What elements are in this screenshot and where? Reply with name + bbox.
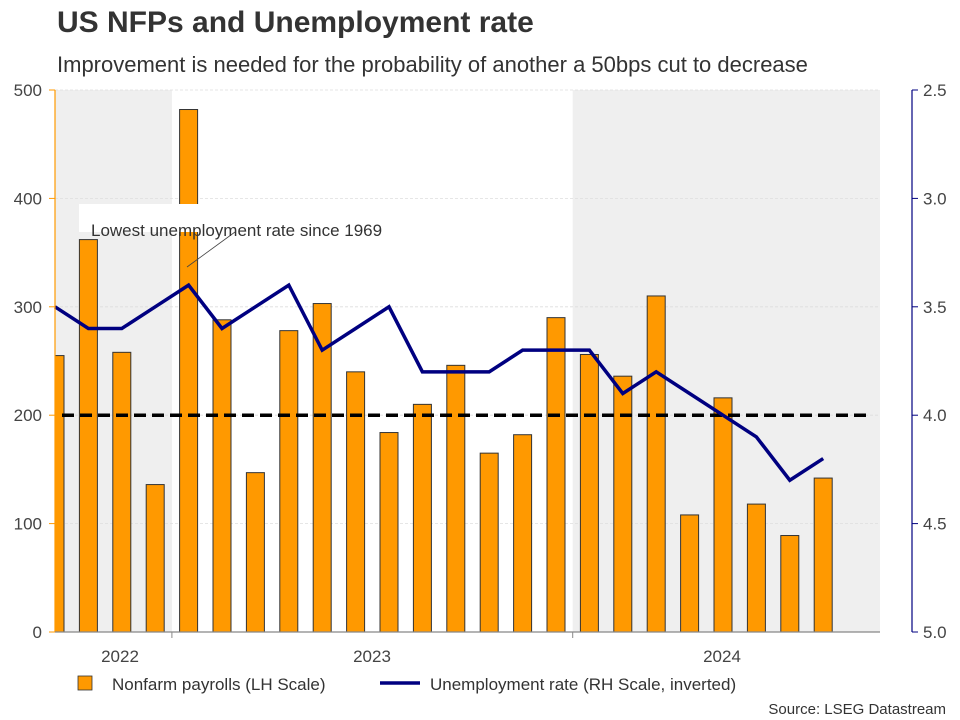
- bar-2024-03: [646, 295, 666, 632]
- bar-2023-11: [513, 434, 533, 632]
- x-tick-label: 2023: [353, 647, 391, 666]
- bar-2024-05: [713, 397, 733, 632]
- bar-2022-12: [145, 484, 165, 632]
- annotation-text: Lowest unemployment rate since 1969: [91, 221, 382, 240]
- legend-bar-swatch: [77, 675, 93, 691]
- legend-nfp-label: Nonfarm payrolls (LH Scale): [112, 675, 326, 694]
- chart-subtitle: Improvement is needed for the probabilit…: [57, 52, 808, 77]
- bar-2024-01: [579, 353, 599, 632]
- bar-2023-01: [179, 109, 199, 632]
- left-tick-label: 500: [14, 81, 42, 100]
- bar-2023-09: [446, 364, 466, 632]
- bar-2023-08: [412, 403, 432, 632]
- left-tick-label: 100: [14, 515, 42, 534]
- source-note: Source: LSEG Datastream: [768, 701, 946, 718]
- bar-2022-10: [78, 239, 98, 632]
- annotation-leader: [186, 231, 236, 268]
- bar-2023-05: [312, 303, 332, 632]
- right-tick-label: 3.5: [923, 298, 947, 317]
- right-tick-label: 2.5: [923, 81, 947, 100]
- bar-2023-02: [212, 319, 232, 632]
- bar-2024-07: [780, 535, 800, 632]
- legend: Nonfarm payrolls (LH Scale) Unemployment…: [77, 675, 736, 694]
- bar-2022-09: [55, 355, 65, 632]
- annotation: Lowest unemployment rate since 1969: [79, 204, 417, 268]
- left-tick-label: 300: [14, 298, 42, 317]
- chart-title: US NFPs and Unemployment rate: [57, 6, 534, 39]
- unemployment-line: [54, 282, 825, 483]
- bar-2024-02: [613, 375, 633, 632]
- bar-2023-12: [546, 317, 566, 632]
- bar-2023-03: [245, 472, 265, 632]
- right-tick-label: 3.0: [923, 189, 947, 208]
- bar-2023-06: [346, 371, 366, 632]
- bar-2022-11: [112, 351, 132, 632]
- annotation-box: [79, 204, 417, 232]
- right-tick-label: 4.5: [923, 515, 947, 534]
- left-tick-label: 200: [14, 406, 42, 425]
- bar-2023-10: [479, 452, 499, 632]
- bar-2024-08: [813, 477, 833, 632]
- bar-2023-07: [379, 432, 399, 632]
- left-tick-label: 400: [14, 189, 42, 208]
- bar-2023-04: [279, 330, 299, 632]
- x-tick-label: 2022: [101, 647, 139, 666]
- legend-unemployment-label: Unemployment rate (RH Scale, inverted): [430, 675, 736, 694]
- x-tick-label: 2024: [703, 647, 741, 666]
- right-tick-label: 4.0: [923, 406, 947, 425]
- right-tick-label: 5.0: [923, 623, 947, 642]
- bar-2024-04: [680, 514, 700, 632]
- left-tick-label: 0: [33, 623, 42, 642]
- bar-2024-06: [746, 503, 766, 632]
